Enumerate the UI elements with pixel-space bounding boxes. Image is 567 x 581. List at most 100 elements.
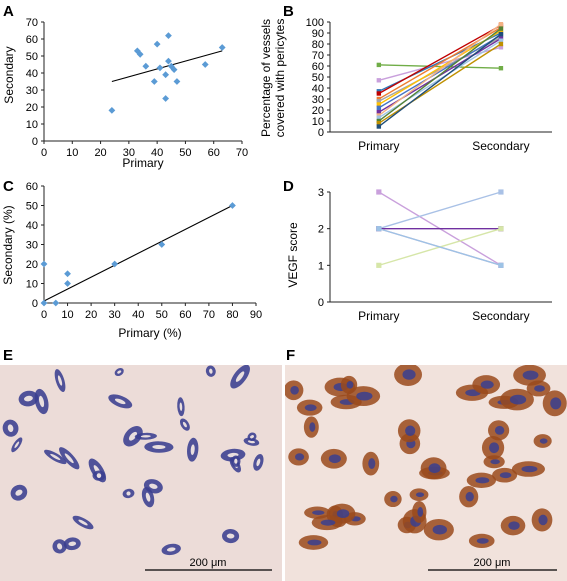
panel-d: D 0 1 2 3 Primary Secondary VEGF score [283,178,552,323]
y-tick-label: 40 [312,83,324,95]
series-line [378,28,502,122]
vessel-lumen [145,492,151,502]
cell-nucleus [508,521,520,530]
y-tick-label: 50 [312,72,324,84]
vessel-lumen [64,453,74,464]
panel-b-ylabel: Percentage of vesselscovered with pericy… [259,19,287,138]
series-line [378,34,502,109]
panel-f-micrograph: 200 μm [285,365,567,581]
panel-e-cells [2,365,264,556]
series-line [378,33,502,128]
y-tick-label: 10 [26,119,38,131]
data-point [52,299,60,307]
y-tick-label: 60 [26,34,38,46]
vessel-lumen [209,368,213,374]
vessel-lumen [114,398,126,405]
y-tick-label: 50 [26,51,38,63]
x-tick-label: 70 [203,309,215,321]
data-point [218,44,226,51]
y-tick-label: 3 [318,187,324,199]
data-point [376,78,382,83]
y-tick-label: 50 [26,201,38,213]
cell-nucleus [534,385,545,392]
y-tick-label: 60 [312,61,324,73]
data-point [498,22,504,27]
x-tick-label: 50 [179,147,191,159]
trendline [111,50,223,83]
y-tick-label: 10 [312,116,324,128]
cell-nucleus [312,510,325,515]
cell-nucleus [415,492,425,498]
data-point [498,262,504,268]
x-tick-label: 10 [61,309,73,321]
vessel-lumen [234,458,238,464]
cell-nucleus [304,404,317,411]
y-tick-label: 90 [312,28,324,40]
x-tick-label: 40 [132,309,144,321]
vessel-lumen [182,421,187,428]
vessel-lumen [7,424,14,432]
y-tick-label: 100 [306,17,324,29]
data-point [376,262,382,268]
data-point [162,71,170,79]
series-line [378,64,501,69]
panel-c-ylabel: Secondary (%) [1,205,15,284]
x-tick-label: 60 [179,309,191,321]
vessel-lumen [235,371,245,382]
trendline [43,205,233,302]
cell-nucleus [465,491,474,502]
cell-nucleus [550,397,562,410]
data-point [165,32,172,39]
x-tick-label: 20 [94,147,106,159]
cell-nucleus [402,369,416,380]
series-line [378,40,502,119]
panel-b-marks [376,22,504,129]
data-point [64,280,71,287]
panel-f-scale-label: 200 μm [474,557,511,569]
vessel-lumen [166,547,176,552]
vessel-lumen [256,458,261,467]
cell-nucleus [294,453,305,461]
data-point [136,50,144,58]
data-point [133,47,141,55]
vessel-lumen [117,370,122,374]
category-label: Secondary [472,139,529,153]
panel-a-xlabel: Primary [122,156,163,170]
y-tick-label: 2 [318,224,324,236]
data-point [201,61,209,68]
data-point [498,41,504,47]
panel-a-marks [108,32,226,114]
panel-c-marks [40,202,236,307]
cell-nucleus [521,465,538,473]
vessel-lumen [24,395,33,402]
series-line [378,30,502,106]
x-tick-label: 80 [226,309,238,321]
y-tick-label: 70 [26,17,38,29]
panel-a-ylabel: Secondary [2,46,16,103]
panel-d-label: D [283,178,294,195]
panel-e-micrograph: 200 μm [0,365,282,581]
data-point [40,299,48,307]
series-line [378,227,502,267]
panel-f-label: F [286,347,296,364]
x-tick-label: 50 [156,309,168,321]
data-point [156,64,164,72]
vessel-lumen [250,435,254,439]
data-point [150,78,158,85]
cell-nucleus [405,425,416,437]
vessel-lumen [68,541,77,546]
x-tick-label: 30 [109,309,121,321]
y-tick-label: 30 [26,240,38,252]
cell-nucleus [475,477,490,484]
vessel-lumen [126,491,131,496]
y-tick-label: 40 [26,220,38,232]
data-point [376,121,382,126]
data-point [165,57,172,65]
series-line [378,43,502,124]
y-tick-label: 0 [318,127,324,139]
y-tick-label: 40 [26,68,38,80]
data-point [498,38,504,43]
panel-a-label: A [3,3,14,20]
panel-e-tissue: 200 μm [0,365,282,581]
cell-nucleus [356,391,373,401]
